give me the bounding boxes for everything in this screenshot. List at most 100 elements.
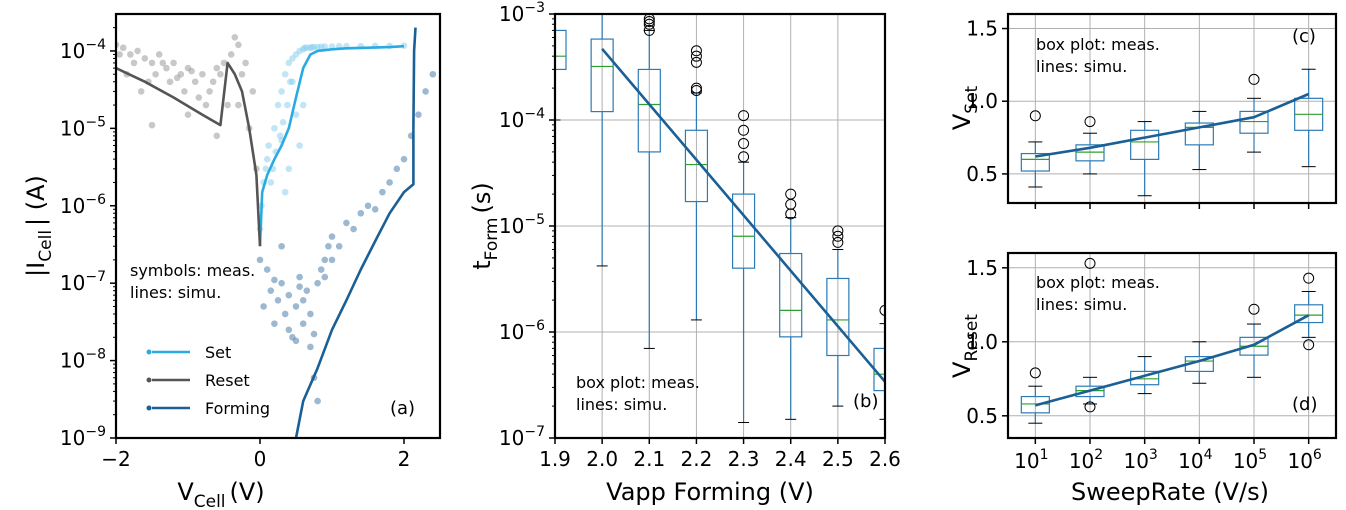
data-point <box>386 179 393 186</box>
legend-marker <box>146 349 152 355</box>
ytick-label-base: 10 <box>60 116 85 140</box>
data-point <box>296 283 303 291</box>
data-point <box>159 59 167 67</box>
ytick-label-base: 10 <box>499 320 524 344</box>
box-outlier <box>1303 272 1315 284</box>
box-outlier <box>1084 401 1096 413</box>
data-point <box>181 88 188 95</box>
box-body <box>555 29 567 71</box>
data-point <box>263 155 271 163</box>
data-point <box>292 303 300 310</box>
xlabel-a: VCell (V) <box>177 478 264 510</box>
plot-area-b <box>555 14 885 424</box>
xtick-label-base: 10 <box>1178 449 1203 473</box>
box-outlier <box>738 151 750 163</box>
box-body <box>684 129 709 203</box>
box-body <box>779 252 803 338</box>
data-point <box>422 88 429 95</box>
ylabel-b-main: t <box>468 260 496 269</box>
ytick-label-base: 10 <box>60 426 85 450</box>
box-outlier <box>690 84 702 96</box>
ylabel-b-sub: Form <box>482 217 502 260</box>
data-point <box>281 310 289 318</box>
xtick-label-exp: 3 <box>1149 447 1158 463</box>
ylabel-a-main: |I <box>22 262 50 277</box>
xtick-label-exp: 2 <box>1094 447 1103 463</box>
xtick-label: 2.2 <box>681 447 713 471</box>
box-outlier <box>1029 367 1041 379</box>
data-point <box>170 59 177 67</box>
data-point <box>317 266 325 273</box>
xtick-label: 2.0 <box>586 447 618 471</box>
data-point <box>379 188 386 196</box>
data-point <box>285 59 293 67</box>
series-line-set <box>258 44 405 247</box>
box-outlier <box>1084 116 1096 128</box>
plot-area-a <box>116 27 437 438</box>
box-outlier <box>879 304 885 316</box>
series-line-simu <box>1035 92 1310 158</box>
xtick-label-base: 10 <box>1287 449 1312 473</box>
data-point <box>260 303 267 310</box>
data-point <box>152 70 159 78</box>
box-outlier <box>690 50 702 62</box>
data-point <box>249 88 257 95</box>
legend-marker <box>146 377 152 383</box>
data-point <box>191 78 199 86</box>
data-point <box>314 279 321 287</box>
annotation-line: lines: simu. <box>1036 295 1127 314</box>
ytick-label-exp: −7 <box>85 269 106 285</box>
data-point <box>119 44 127 52</box>
data-point <box>235 41 242 49</box>
ylabel-a: |ICell | (A) <box>22 175 56 277</box>
xtick-label: −2 <box>101 447 130 471</box>
data-point <box>292 111 300 119</box>
box-outlier <box>643 24 655 36</box>
data-point <box>296 273 303 281</box>
data-point <box>148 59 156 67</box>
ylabel-a-unit: | (A) <box>22 175 50 226</box>
annotation-line: box plot: meas. <box>1036 273 1160 292</box>
ytick-label-exp: −9 <box>85 424 106 440</box>
data-point <box>278 88 285 95</box>
ylabel-d: VReset <box>948 314 982 378</box>
data-point <box>278 242 285 250</box>
xlabel-d: SweepRate (V/s) <box>1071 478 1269 506</box>
ytick-label-base: 10 <box>60 271 85 295</box>
data-point <box>116 51 123 58</box>
data-point <box>335 242 343 250</box>
data-point <box>285 326 293 334</box>
ytick-label-exp: −3 <box>524 0 545 16</box>
box-body <box>731 193 756 269</box>
ylabel-d-main: V <box>948 361 976 378</box>
data-point <box>263 266 271 273</box>
ytick-label-base: 10 <box>499 108 524 132</box>
box-4 <box>731 110 756 424</box>
data-point <box>307 310 314 318</box>
xtick-label-base: 10 <box>1233 449 1258 473</box>
box-outlier <box>738 110 750 122</box>
ytick-label: 10−6 <box>60 192 106 218</box>
xtick-label: 2 <box>398 447 411 471</box>
data-point <box>231 34 239 41</box>
box-body <box>1294 304 1324 324</box>
data-point <box>292 337 300 345</box>
ytick-label: 10−4 <box>60 37 106 63</box>
box-outlier <box>1084 257 1096 269</box>
panel-label: (d) <box>1292 394 1317 415</box>
legend-label: Reset <box>205 371 250 390</box>
ytick-label-base: 10 <box>60 349 85 373</box>
data-point <box>271 125 278 132</box>
ylabel-b: tForm (s) <box>468 182 502 269</box>
legend-label: Set <box>205 343 231 362</box>
panel-label: (a) <box>390 398 415 419</box>
box-body <box>590 38 614 113</box>
box-4 <box>1239 73 1269 153</box>
box-body <box>1020 395 1050 414</box>
data-point <box>400 155 408 163</box>
box-outlier <box>643 14 655 25</box>
xtick-label: 102 <box>1069 447 1103 473</box>
annotation-line: lines: simu. <box>576 395 667 414</box>
plot-area-d <box>1020 257 1324 424</box>
data-point <box>328 233 336 240</box>
